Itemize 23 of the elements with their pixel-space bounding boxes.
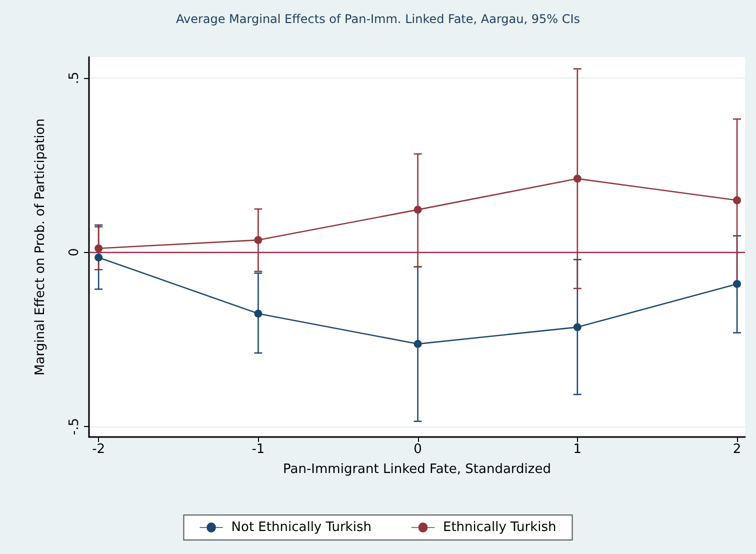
point — [94, 244, 103, 252]
point — [573, 323, 582, 332]
y-axis-title: Marginal Effect on Prob. of Participation — [33, 118, 48, 376]
y-tick-label: 0 — [67, 248, 82, 256]
point — [254, 310, 262, 318]
x-axis-title: Pan-Immigrant Linked Fate, Standardized — [283, 462, 551, 477]
legend-label: Not Ethnically Turkish — [231, 520, 372, 535]
point — [414, 206, 422, 214]
x-tick-label: 2 — [732, 442, 742, 457]
point — [414, 340, 422, 348]
x-tick-label: -1 — [252, 442, 265, 457]
point — [573, 174, 582, 183]
point — [733, 196, 742, 204]
x-tick-label: 1 — [573, 442, 582, 457]
x-tick-label: -2 — [92, 442, 106, 457]
y-tick-label: .5 — [67, 72, 82, 84]
legend-label: Ethnically Turkish — [442, 520, 556, 535]
chart-title: Average Marginal Effects of Pan-Imm. Linked Fate, Aargau, 95% CIs — [176, 12, 580, 26]
point — [94, 253, 103, 262]
point — [733, 280, 742, 288]
point — [254, 236, 262, 244]
x-tick-label: 0 — [414, 442, 422, 457]
y-tick-label: -.5 — [67, 418, 82, 436]
